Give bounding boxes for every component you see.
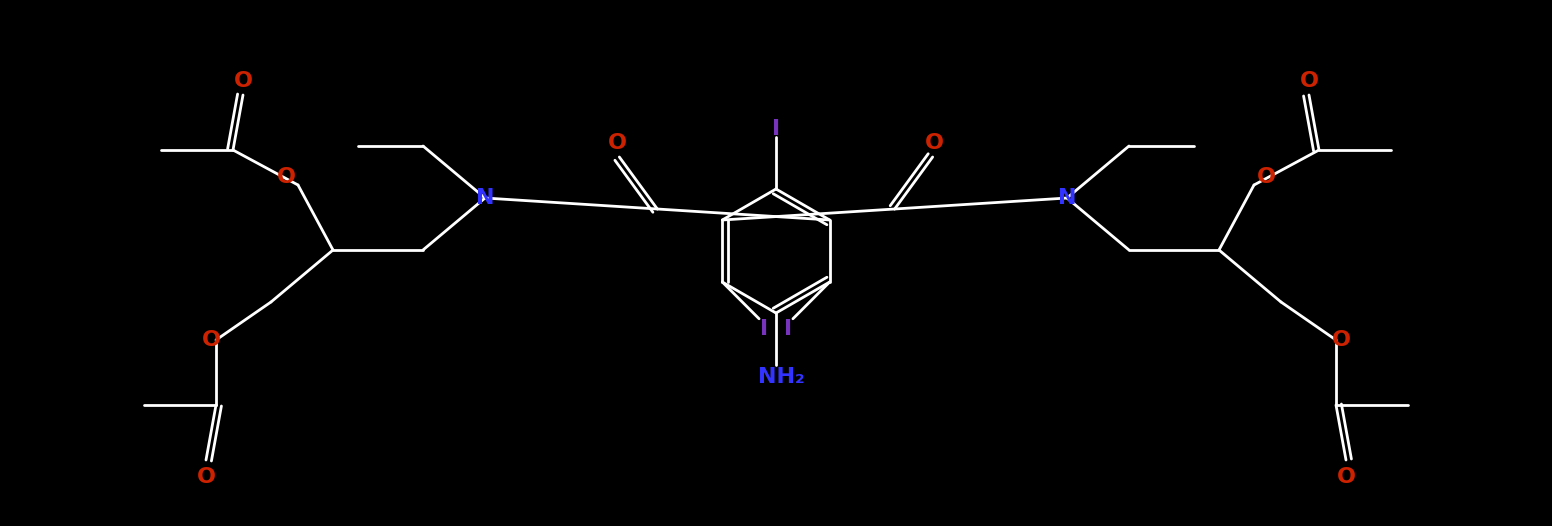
Text: N: N bbox=[476, 188, 494, 208]
Text: I: I bbox=[760, 319, 768, 339]
Text: N: N bbox=[1058, 188, 1076, 208]
Text: O: O bbox=[233, 71, 253, 91]
Text: O: O bbox=[1332, 330, 1350, 350]
Text: NH₂: NH₂ bbox=[757, 367, 804, 387]
Text: O: O bbox=[1336, 467, 1355, 487]
Text: O: O bbox=[1257, 167, 1276, 187]
Text: O: O bbox=[925, 133, 944, 153]
Text: O: O bbox=[197, 467, 216, 487]
Text: O: O bbox=[276, 167, 295, 187]
Text: O: O bbox=[1299, 71, 1319, 91]
Text: I: I bbox=[771, 119, 781, 139]
Text: I: I bbox=[784, 319, 792, 339]
Text: O: O bbox=[608, 133, 627, 153]
Text: O: O bbox=[202, 330, 220, 350]
